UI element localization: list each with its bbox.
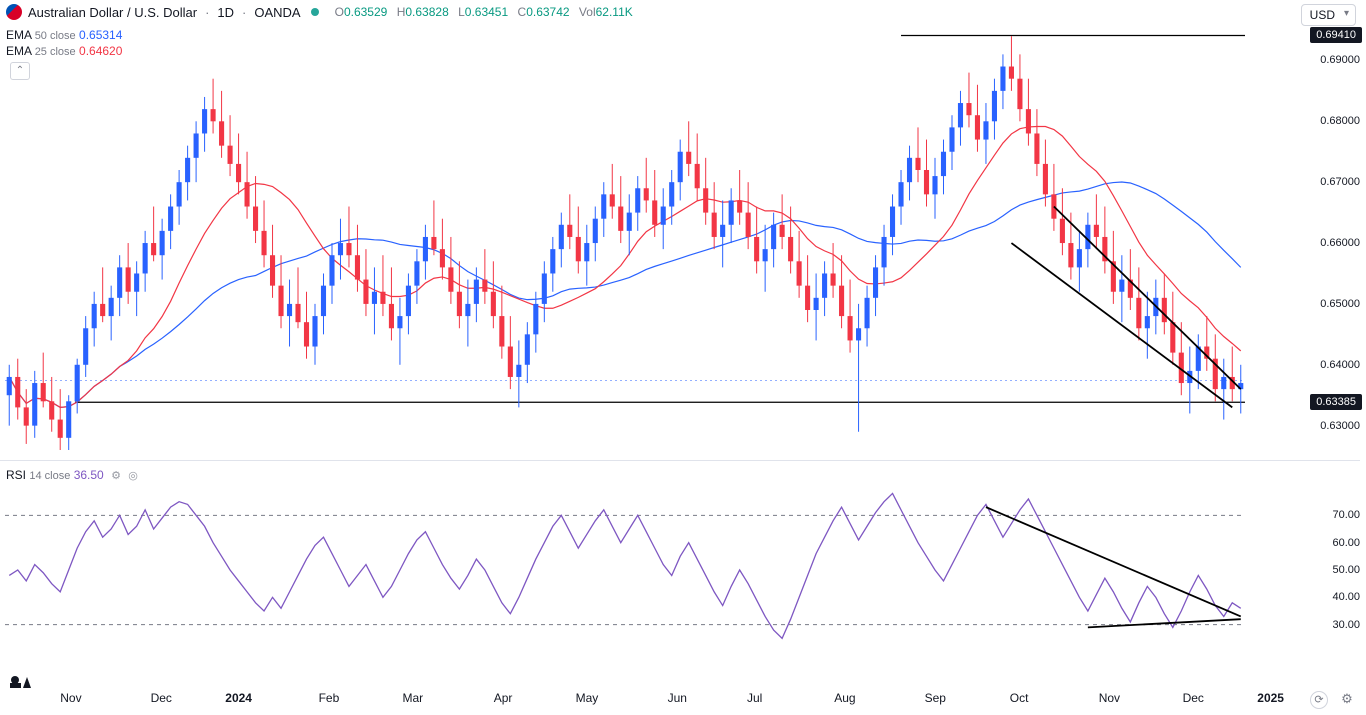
- rsi-legend[interactable]: RSI 14 close 36.50 ⚙ ◎: [6, 468, 138, 482]
- ohlc-values: O0.63529 H0.63828 L0.63451 C0.63742 Vol6…: [329, 5, 633, 19]
- time-axis-label: Apr: [494, 691, 513, 705]
- time-axis-label: May: [576, 691, 599, 705]
- ema50-legend[interactable]: EMA 50 close 0.65314: [6, 28, 122, 42]
- rsi-chart-svg: [0, 460, 1300, 690]
- rsi-settings-icon[interactable]: ⚙: [111, 470, 121, 482]
- price-level-badge-lower[interactable]: 0.63385: [1310, 394, 1362, 410]
- price-ytick: 0.69000: [1320, 54, 1360, 66]
- data-provider: OANDA: [254, 5, 300, 20]
- time-axis-label: Jun: [668, 691, 687, 705]
- time-axis-label: Nov: [1099, 691, 1120, 705]
- chart-settings-icon[interactable]: ⚙: [1338, 691, 1356, 709]
- price-ytick: 0.66000: [1320, 237, 1360, 249]
- separator: ·: [205, 5, 209, 20]
- time-axis-label: Mar: [402, 691, 423, 705]
- symbol-name[interactable]: Australian Dollar / U.S. Dollar: [28, 5, 197, 20]
- price-ytick: 0.65000: [1320, 298, 1360, 310]
- chart-container: Australian Dollar / U.S. Dollar · 1D · O…: [0, 0, 1366, 715]
- time-axis[interactable]: Nov Dec 2024 Feb Mar Apr May Jun Jul Aug Sep Oct Nov…: [0, 691, 1300, 711]
- time-axis-label: 2024: [225, 691, 252, 705]
- time-axis-label: Nov: [60, 691, 81, 705]
- price-ytick: 0.68000: [1320, 115, 1360, 127]
- rsi-ytick: 40.00: [1332, 591, 1360, 603]
- time-axis-label: Jul: [747, 691, 762, 705]
- ema25-legend[interactable]: EMA 25 close 0.64620: [6, 44, 122, 58]
- market-status-icon: [311, 8, 319, 16]
- currency-selector[interactable]: USD: [1301, 4, 1356, 26]
- collapse-indicators-button[interactable]: ⌃: [10, 62, 30, 80]
- rsi-chart-pane[interactable]: RSI 14 close 36.50 ⚙ ◎: [0, 460, 1300, 690]
- time-axis-label: 2025: [1257, 691, 1284, 705]
- separator: ·: [242, 5, 246, 20]
- goto-date-button[interactable]: ⟳: [1310, 691, 1328, 709]
- rsi-ytick: 60.00: [1332, 537, 1360, 549]
- time-axis-label: Aug: [834, 691, 855, 705]
- rsi-ytick: 70.00: [1332, 509, 1360, 521]
- rsi-ytick: 30.00: [1332, 619, 1360, 631]
- rsi-ytick: 50.00: [1332, 564, 1360, 576]
- time-axis-label: Oct: [1010, 691, 1029, 705]
- time-axis-label: Dec: [151, 691, 172, 705]
- price-chart-pane[interactable]: [0, 20, 1300, 460]
- price-level-badge-upper[interactable]: 0.69410: [1310, 27, 1362, 43]
- tradingview-logo-icon[interactable]: [10, 675, 32, 689]
- time-axis-label: Feb: [319, 691, 340, 705]
- rsi-visibility-icon[interactable]: ◎: [128, 470, 138, 482]
- symbol-flag-icon: [6, 4, 22, 20]
- price-chart-svg: [0, 20, 1300, 460]
- time-axis-label: Sep: [925, 691, 946, 705]
- timeframe[interactable]: 1D: [217, 5, 234, 20]
- price-ytick: 0.63000: [1320, 420, 1360, 432]
- chart-header: Australian Dollar / U.S. Dollar · 1D · O…: [6, 4, 633, 20]
- time-axis-label: Dec: [1183, 691, 1204, 705]
- price-ytick: 0.64000: [1320, 359, 1360, 371]
- price-ytick: 0.67000: [1320, 176, 1360, 188]
